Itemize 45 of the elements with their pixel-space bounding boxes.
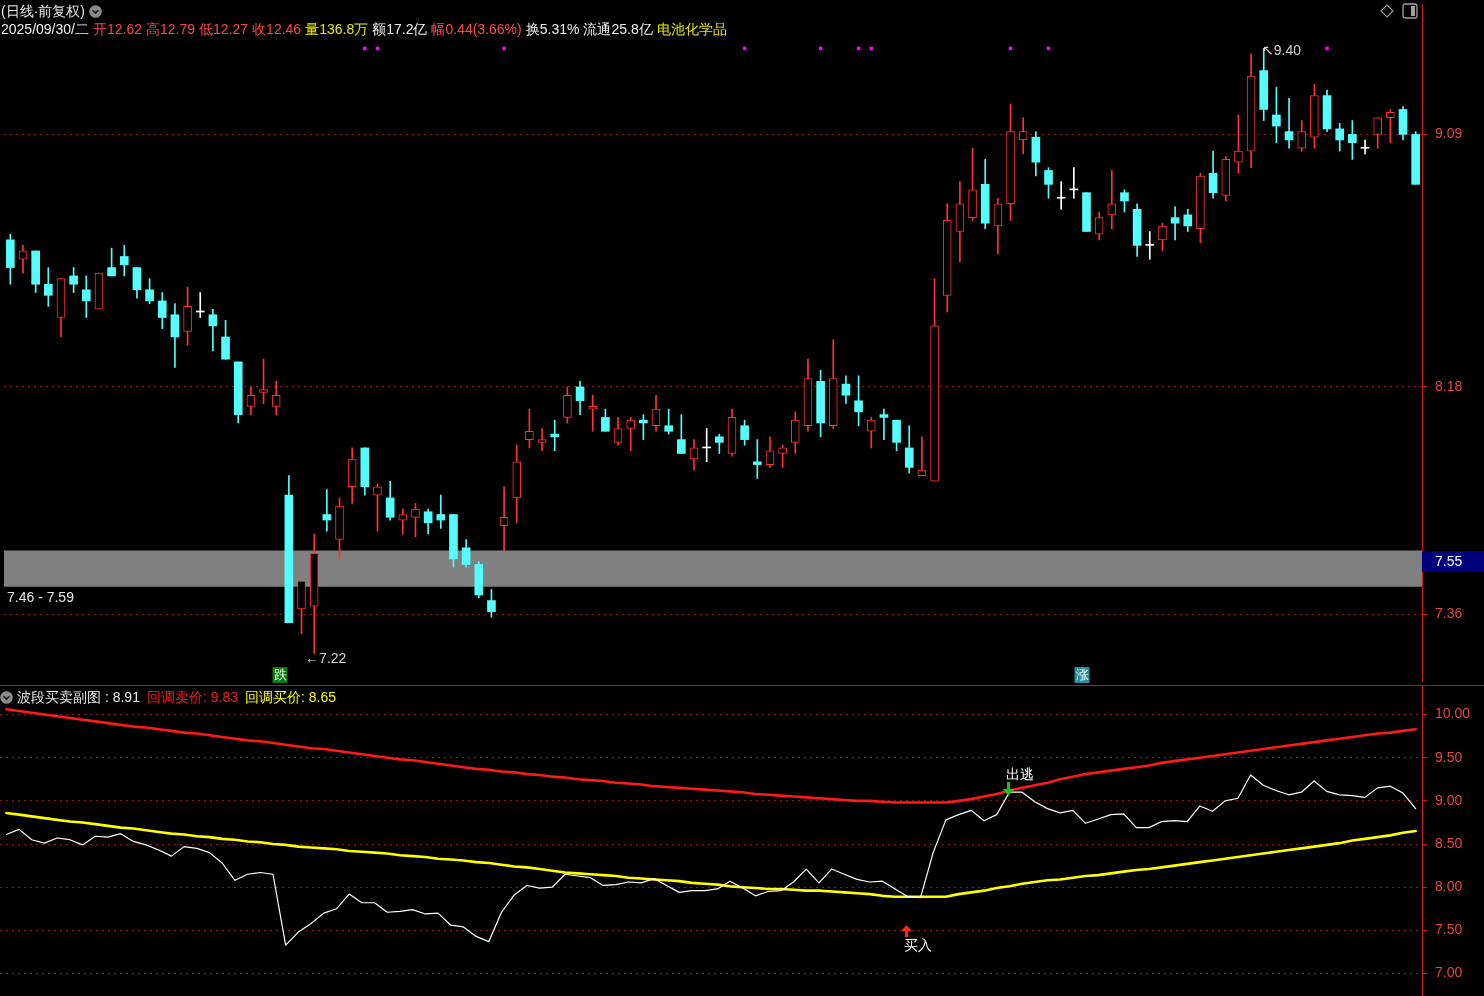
candlestick [550, 419, 560, 452]
annotation: ↖9.40 [1262, 42, 1301, 58]
annotation: 高12.79 [146, 21, 196, 37]
candlestick [436, 494, 446, 529]
y-tick-label: 9.00 [1435, 791, 1463, 808]
annotation: 出逃 [1006, 766, 1034, 782]
candlestick [1360, 139, 1370, 155]
candlestick [1284, 98, 1294, 149]
annotation: 涨 [1074, 667, 1090, 683]
y-tick-label: 7.55 [1435, 552, 1463, 569]
annotation: 额17.2亿 [372, 21, 428, 37]
candlestick [1170, 206, 1180, 241]
candlestick [879, 408, 889, 440]
y-tick-label: 7.50 [1435, 921, 1463, 938]
annotation: 开12.62 [92, 21, 143, 37]
y-tick-label: 10.00 [1435, 705, 1471, 722]
chart-title: 波段买卖副图 : 8.91 [17, 689, 140, 705]
y-tick-label: 8.18 [1435, 377, 1463, 394]
y-tick-label: 8.00 [1435, 878, 1463, 895]
annotation: 换5.31% [525, 21, 580, 37]
chart-title: (日线·前复权) [1, 3, 85, 19]
annotation: 幅0.44(3.66%) [431, 21, 522, 37]
annotation: 跌 [272, 667, 288, 683]
annotation: 低12.27 [199, 21, 249, 37]
candlestick [1107, 170, 1117, 230]
annotation: 买入 [904, 937, 932, 953]
annotation: 流通25.8亿 [583, 21, 653, 37]
text: 回调买价: 8.65 [244, 689, 336, 705]
y-tick-label: 9.09 [1435, 125, 1463, 142]
annotation: 量136.8万 [305, 21, 369, 37]
candlestick [752, 439, 762, 479]
y-tick-label: 8.50 [1435, 834, 1463, 851]
y-tick-label: 9.50 [1435, 748, 1463, 765]
candlestick [537, 428, 547, 452]
annotation: ←7.22 [305, 650, 347, 666]
candlestick [1056, 181, 1066, 210]
y-tick-label: 7.36 [1435, 605, 1463, 622]
y-tick-label: 7.00 [1435, 964, 1463, 981]
annotation: 收12.46 [252, 21, 302, 37]
annotation: 2025/09/30/二 [1, 21, 89, 37]
annotation: 电池化学品 [656, 21, 727, 37]
series-label: 回调卖价: 9.83 [146, 689, 238, 705]
band-label: 7.46 - 7.59 [7, 588, 74, 605]
candlestick [1145, 231, 1155, 260]
candlestick [1018, 117, 1028, 155]
